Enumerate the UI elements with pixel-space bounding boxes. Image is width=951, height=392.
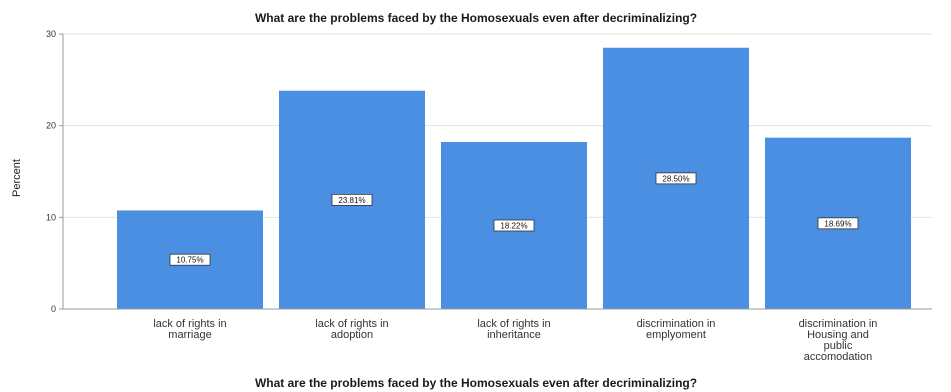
y-tick-label: 30 [46, 29, 56, 39]
data-label-box [331, 193, 373, 206]
data-label-box [169, 253, 211, 266]
data-label: 10.75% [176, 256, 203, 265]
data-label-box [493, 219, 535, 232]
x-axis-title: What are the problems faced by the Homos… [255, 376, 697, 390]
y-tick-label: 20 [46, 121, 56, 131]
data-label: 28.50% [662, 174, 689, 183]
chart-title: What are the problems faced by the Homos… [255, 11, 697, 25]
data-label: 18.22% [500, 221, 527, 230]
category-label: public [824, 340, 853, 352]
category-label: discrimination in [799, 318, 878, 330]
category-label: discrimination in [637, 318, 716, 330]
category-label: lack of rights in [315, 318, 388, 330]
data-label-box [817, 217, 859, 230]
y-tick-label: 10 [46, 212, 56, 222]
data-labels: 10.75% 23.81% 18.22% 28.50% 18.69% [169, 172, 859, 266]
category-label: inheritance [487, 329, 541, 341]
category-label: marriage [168, 329, 211, 341]
category-label: lack of rights in [153, 318, 226, 330]
category-label: accomodation [804, 351, 873, 363]
y-tick-label: 0 [51, 304, 56, 314]
category-label: lack of rights in [477, 318, 550, 330]
axes: 0 10 20 30 [46, 29, 932, 314]
category-label: adoption [331, 329, 373, 341]
category-label: Housing and [807, 329, 869, 341]
y-axis-title: Percent [11, 159, 23, 197]
bars [117, 47, 911, 309]
category-label: emplyoment [646, 329, 706, 341]
data-label: 23.81% [338, 196, 365, 205]
data-label: 18.69% [824, 219, 851, 228]
data-label-box [655, 172, 697, 185]
